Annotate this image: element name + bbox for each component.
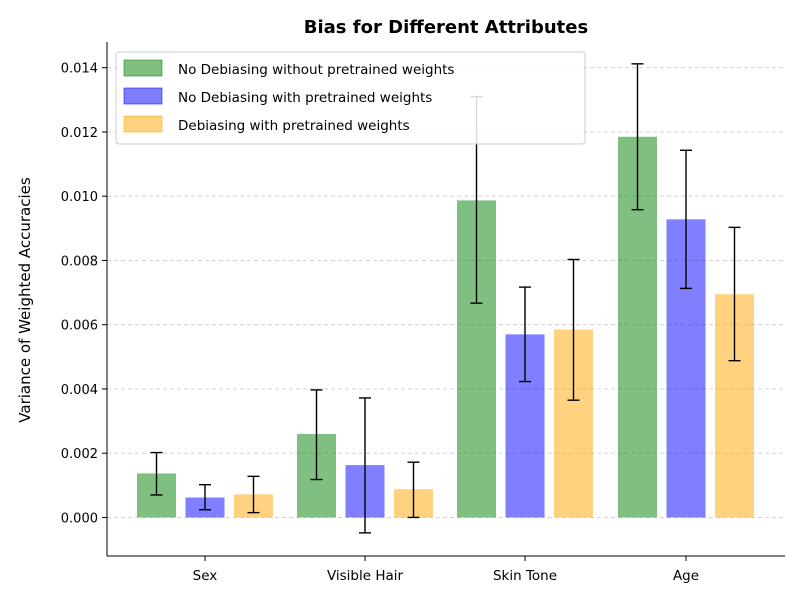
axes <box>106 42 785 557</box>
legend-label: No Debiasing with pretrained weights <box>178 90 432 106</box>
y-tick-label: 0.004 <box>61 383 98 398</box>
legend-label: Debiasing with pretrained weights <box>178 118 410 134</box>
y-tick-label: 0.006 <box>61 319 98 334</box>
x-tick-label: Sex <box>193 568 218 584</box>
x-tick-label: Age <box>673 568 699 584</box>
y-tick-label: 0.000 <box>61 511 98 526</box>
y-ticks: 0.000 0.002 0.004 0.006 0.008 0.010 0.012 0.014 <box>61 62 107 526</box>
bars <box>137 136 754 518</box>
legend-swatch <box>123 87 163 105</box>
y-tick-label: 0.002 <box>61 447 98 462</box>
x-tick-label: Skin Tone <box>493 568 557 584</box>
y-tick-label: 0.010 <box>61 190 98 205</box>
chart-title: Bias for Different Attributes <box>304 17 588 38</box>
legend: No Debiasing without pretrained weights N… <box>115 51 586 145</box>
y-tick-label: 0.014 <box>61 62 98 77</box>
legend-box <box>115 51 586 145</box>
legend-swatch <box>123 115 163 133</box>
legend-label: No Debiasing without pretrained weights <box>178 62 454 78</box>
legend-swatch <box>123 59 163 77</box>
y-tick-label: 0.008 <box>61 254 98 269</box>
y-tick-label: 0.012 <box>61 126 98 141</box>
x-ticks: Sex Visible Hair Skin Tone Age <box>193 556 699 584</box>
x-tick-label: Visible Hair <box>327 568 404 584</box>
y-axis-label: Variance of Weighted Accuracies <box>16 177 34 423</box>
